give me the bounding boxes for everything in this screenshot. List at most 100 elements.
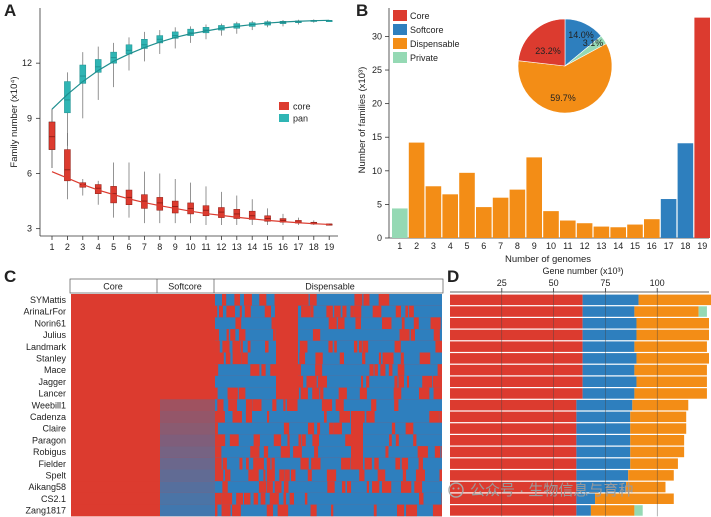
c-heat-cell (395, 434, 399, 447)
c-heat-cell (413, 317, 419, 330)
a-xtick-label: 8 (157, 242, 162, 252)
c-heat-cell (324, 411, 327, 423)
c-heat-cell (240, 340, 243, 353)
c-heat-cell (307, 469, 312, 482)
c-heat-cell (260, 492, 266, 505)
c-heat-cell (299, 340, 308, 353)
c-heat-cell (333, 422, 342, 435)
c-heat-cell (226, 329, 229, 341)
d-bar-core (450, 446, 577, 458)
b-bar (392, 208, 408, 238)
c-heat-cell (433, 329, 440, 341)
d-xtick-label: 100 (650, 278, 665, 288)
c-heat-cell (397, 504, 405, 517)
b-xtick-label: 9 (532, 241, 537, 251)
a-ytick-label: 12 (22, 58, 32, 68)
c-heat-cell (338, 387, 347, 400)
c-heat-core-cell (71, 492, 160, 505)
d-bar-core (450, 364, 583, 376)
c-heat-cell (401, 317, 405, 330)
a-xtick-label: 12 (216, 242, 226, 252)
c-heat-cell (433, 387, 442, 400)
panel-letter-d: D (447, 267, 459, 286)
c-heat-cell (326, 305, 333, 318)
c-heat-cell (314, 446, 319, 458)
c-heat-cell (263, 469, 266, 482)
panel-d-stacked-bars: Gene number (x10³) 25 50 75 100 (450, 266, 711, 517)
c-heat-cell (394, 340, 401, 353)
c-heat-cell (441, 446, 442, 458)
c-heat-cell (374, 364, 378, 376)
c-heat-cell (215, 387, 218, 400)
c-heat-cell (293, 446, 302, 458)
c-row-label: Jagger (38, 377, 66, 387)
core-box (64, 149, 71, 182)
d-bar-core (450, 388, 583, 399)
c-heat-cell (283, 481, 289, 493)
c-heat-cell (273, 434, 282, 447)
c-heat-cell (317, 375, 327, 388)
d-bar-softcore (582, 306, 635, 317)
c-heat-cell (395, 305, 402, 318)
c-heat-cell (437, 364, 442, 376)
d-bar-core (450, 353, 583, 364)
c-heat-disp-base (215, 352, 442, 365)
d-bar-core (450, 376, 583, 387)
c-heat-cell (217, 399, 224, 411)
c-heat-softcore-cell (160, 446, 215, 458)
c-heat-cell (406, 375, 409, 388)
c-heat-cell (265, 340, 269, 353)
c-heat-cell (374, 457, 379, 470)
d-bar-core (450, 399, 577, 411)
panel-b-xlabel: Number of genomes (505, 254, 591, 265)
panel-letter-a: A (4, 1, 16, 20)
c-heat-cell (409, 305, 414, 318)
b-bar (610, 227, 626, 238)
d-bar-core (450, 411, 577, 423)
c-heat-cell (248, 469, 259, 482)
c-heat-cell (291, 469, 296, 482)
c-heat-cell (321, 399, 333, 411)
c-heat-cell (380, 364, 386, 376)
b-ytick-label: 30 (372, 31, 382, 41)
c-heat-cell (398, 375, 405, 388)
d-bar-softcore (576, 493, 596, 504)
b-xtick-label: 4 (448, 241, 453, 251)
a-xtick-label: 1 (49, 242, 54, 252)
d-bar-softcore (582, 318, 637, 329)
panel-a-legend: core pan (279, 102, 311, 124)
c-heat-softcore-cell (160, 457, 215, 470)
c-heat-cell (239, 457, 243, 470)
b-bar (677, 143, 694, 238)
c-heat-cell (230, 329, 236, 341)
legend-swatch-core (279, 102, 289, 110)
c-heat-disp-base (215, 387, 442, 400)
c-heat-cell (215, 457, 222, 470)
b-bar (644, 219, 660, 238)
core-box (202, 205, 210, 217)
c-heat-cell (358, 340, 362, 353)
d-bar-softcore (576, 470, 629, 481)
panel-b-barchart: Number of families (x10³) Number of geno… (357, 8, 710, 265)
d-bar-core (450, 435, 577, 446)
c-heat-cell (245, 411, 253, 423)
c-heat-cell (229, 434, 239, 447)
c-heat-cell (222, 340, 230, 353)
a-ytick-label: 3 (27, 224, 32, 234)
pie-slice-dispensable (517, 43, 613, 114)
c-heat-disp-base (215, 329, 442, 341)
c-heat-cell (269, 492, 279, 505)
pie-slice-core (517, 18, 566, 67)
pan-box (171, 31, 179, 39)
c-heat-cell (432, 504, 442, 517)
pan-fit-line (51, 19, 330, 110)
c-row-label: Zang1817 (25, 506, 66, 516)
panel-b-inset-pie: 23.2% 14.0%3.1% 59.7% (517, 18, 613, 114)
c-heat-cell (366, 481, 370, 493)
c-heat-cell (228, 469, 231, 482)
d-bar-core (450, 505, 577, 516)
c-heat-cell (283, 399, 286, 411)
c-heat-cell (250, 446, 260, 458)
c-heat-cell (302, 434, 306, 447)
a-xtick-label: 9 (173, 242, 178, 252)
